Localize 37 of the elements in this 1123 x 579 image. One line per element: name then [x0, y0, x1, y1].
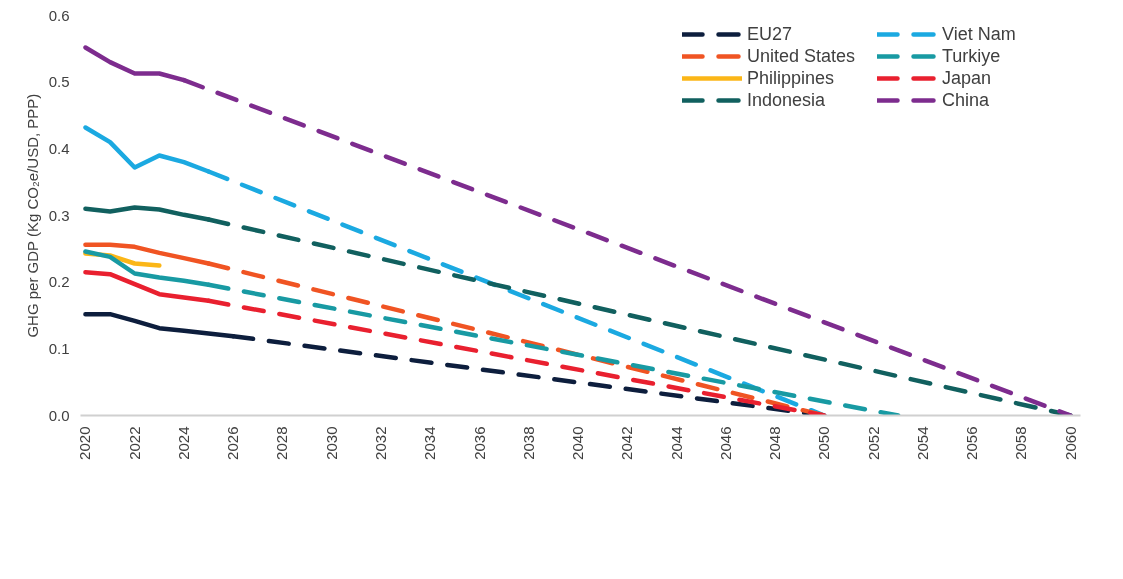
- y-tick-label: 0.6: [48, 6, 70, 24]
- x-tick-label: 2052: [864, 426, 882, 460]
- legend-label: Philippines: [747, 67, 836, 89]
- x-tick-label: 2034: [421, 426, 439, 460]
- x-tick-label: 2056: [963, 426, 981, 460]
- legend-label: Japan: [942, 67, 993, 89]
- x-tick-label: 2024: [174, 426, 192, 460]
- y-axis-title: GHG per GDP (Kg CO₂e/USD, PPP): [23, 93, 41, 338]
- y-tick-label: 0.2: [48, 273, 70, 291]
- legend-label: Indonesia: [747, 89, 827, 111]
- legend-label: Turkiye: [942, 45, 1002, 67]
- x-tick-label: 2044: [667, 426, 685, 460]
- x-tick-label: 2030: [322, 426, 340, 460]
- x-tick-label: 2050: [815, 426, 833, 460]
- x-tick-label: 2048: [766, 426, 784, 460]
- x-tick-label: 2060: [1061, 426, 1079, 460]
- legend-label: China: [942, 89, 991, 111]
- x-tick-label: 2020: [76, 426, 94, 460]
- legend-label: Viet Nam: [942, 23, 1017, 45]
- x-tick-label: 2058: [1012, 426, 1030, 460]
- y-tick-label: 0.4: [48, 139, 70, 157]
- x-tick-label: 2026: [224, 426, 242, 460]
- y-tick-label: 0.0: [48, 406, 70, 424]
- legend-label: United States: [747, 45, 857, 67]
- x-tick-label: 2032: [371, 426, 389, 460]
- x-tick-label: 2022: [125, 426, 143, 460]
- x-tick-label: 2040: [569, 426, 587, 460]
- x-tick-label: 2042: [618, 426, 636, 460]
- y-tick-label: 0.3: [48, 206, 70, 224]
- y-tick-label: 0.1: [48, 339, 70, 357]
- x-tick-label: 2054: [913, 426, 931, 460]
- x-tick-label: 2038: [519, 426, 537, 460]
- x-tick-label: 2046: [716, 426, 734, 460]
- y-tick-label: 0.5: [48, 73, 70, 91]
- x-tick-label: 2036: [470, 426, 488, 460]
- legend-label: EU27: [747, 23, 794, 45]
- x-tick-label: 2028: [273, 426, 291, 460]
